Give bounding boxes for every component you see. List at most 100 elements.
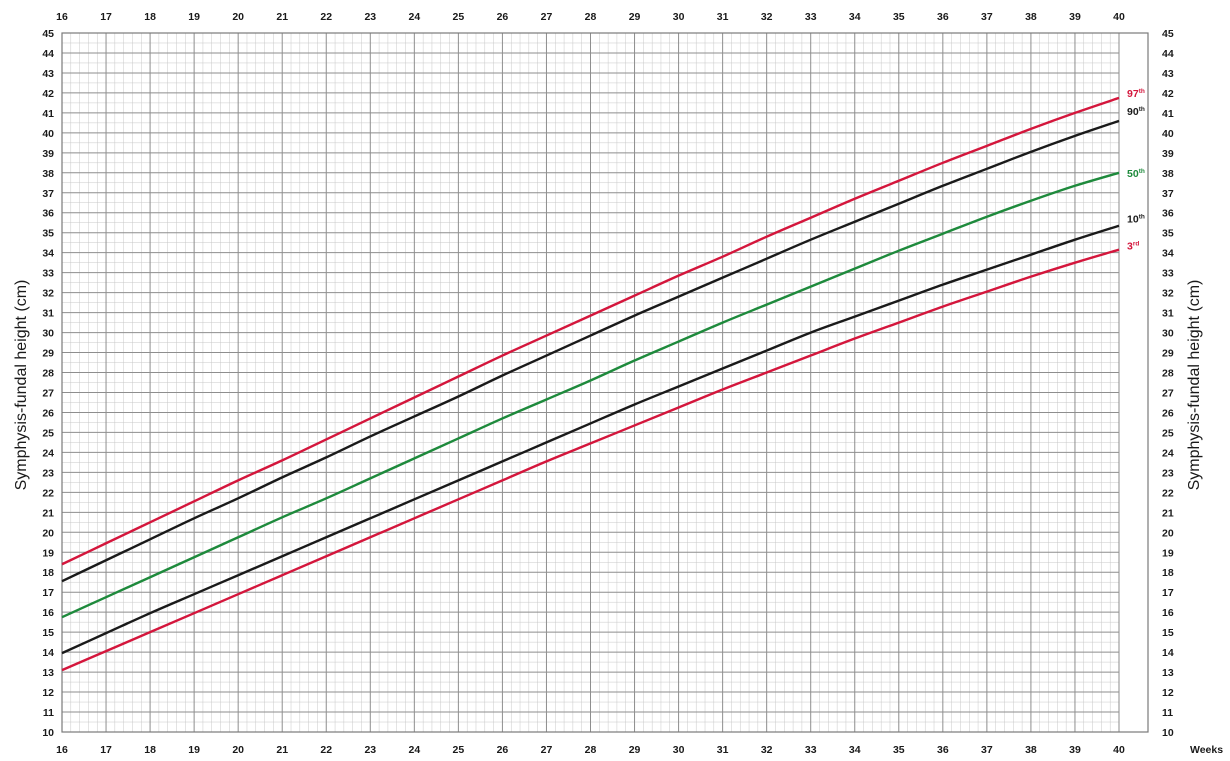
- x-tick-label-bottom: 40: [1113, 744, 1125, 756]
- major-grid: [61, 32, 1120, 733]
- y-tick-label-left: 25: [42, 427, 54, 439]
- curve-97th: [61, 96, 1120, 566]
- x-tick-label-top: 23: [364, 11, 376, 23]
- y-tick-label-right: 40: [1162, 128, 1174, 140]
- y-tick-label-left: 37: [42, 188, 54, 200]
- x-tick-label-bottom: 28: [585, 744, 597, 756]
- y-tick-label-left: 12: [42, 687, 54, 699]
- y-tick-label-left: 16: [42, 607, 54, 619]
- y-tick-label-right: 21: [1162, 507, 1174, 519]
- x-tick-label-bottom: 23: [364, 744, 376, 756]
- y-tick-label-left: 39: [42, 148, 54, 160]
- plot-frame: [61, 32, 1149, 733]
- x-tick-label-top: 39: [1069, 11, 1081, 23]
- y-tick-label-left: 17: [42, 587, 54, 599]
- x-tick-label-top: 22: [320, 11, 332, 23]
- curve-label-90th: 90th: [1127, 106, 1145, 118]
- x-tick-label-top: 40: [1113, 11, 1125, 23]
- y-tick-label-left: 28: [42, 368, 54, 380]
- x-tick-label-top: 18: [144, 11, 156, 23]
- y-tick-label-right: 23: [1162, 467, 1174, 479]
- curve-50th: [61, 171, 1120, 619]
- y-tick-label-left: 14: [42, 647, 54, 659]
- curve-label-3rd: 3rd: [1127, 241, 1139, 253]
- x-tick-label-top: 32: [761, 11, 773, 23]
- y-tick-label-right: 38: [1162, 168, 1174, 180]
- x-tick-label-top: 25: [453, 11, 465, 23]
- x-tick-label-bottom: 17: [100, 744, 112, 756]
- curve-label-97th: 97th: [1127, 88, 1145, 100]
- y-tick-label-left: 15: [42, 627, 54, 639]
- x-tick-label-bottom: 16: [56, 744, 68, 756]
- y-tick-label-left: 41: [42, 108, 54, 120]
- curve-90th: [61, 119, 1120, 583]
- x-tick-label-bottom: 25: [453, 744, 465, 756]
- y-tick-label-left: 36: [42, 208, 54, 220]
- x-tick-label-bottom: 38: [1025, 744, 1037, 756]
- y-tick-label-left: 21: [42, 507, 54, 519]
- y-tick-labels-right: 10 11 12 13 14 15 16 17 18 19 20 21 22 23 24 25 26 27 28 29…: [1162, 28, 1174, 739]
- y-tick-label-right: 34: [1162, 248, 1174, 260]
- y-tick-label-right: 28: [1162, 368, 1174, 380]
- x-tick-labels-bottom: 16 17 18 19 20 21 22 23 24 25 26 27 28 29 30 31 32 33 34 35…: [56, 744, 1125, 756]
- y-tick-label-left: 43: [42, 68, 54, 80]
- y-tick-label-right: 44: [1162, 48, 1174, 60]
- y-tick-label-right: 26: [1162, 407, 1174, 419]
- curve-label-50th: 50th: [1127, 168, 1145, 180]
- x-tick-label-bottom: 34: [849, 744, 861, 756]
- x-tick-label-top: 31: [717, 11, 729, 23]
- x-tick-label-top: 19: [188, 11, 200, 23]
- x-tick-label-bottom: 39: [1069, 744, 1081, 756]
- x-tick-label-top: 34: [849, 11, 861, 23]
- x-tick-label-bottom: 27: [541, 744, 553, 756]
- y-tick-label-right: 41: [1162, 108, 1174, 120]
- y-tick-label-right: 19: [1162, 547, 1174, 559]
- y-tick-label-left: 35: [42, 228, 54, 240]
- y-tick-label-left: 40: [42, 128, 54, 140]
- y-tick-label-right: 45: [1162, 28, 1174, 40]
- x-tick-labels-top: 16 17 18 19 20 21 22 23 24 25 26 27 28 29 30 31 32 33 34 35…: [56, 11, 1125, 23]
- x-tick-label-bottom: 24: [408, 744, 420, 756]
- y-tick-label-right: 10: [1162, 727, 1174, 739]
- y-tick-label-left: 13: [42, 667, 54, 679]
- x-tick-label-bottom: 35: [893, 744, 905, 756]
- y-tick-label-right: 27: [1162, 387, 1174, 399]
- y-tick-label-left: 26: [42, 407, 54, 419]
- y-tick-label-left: 30: [42, 328, 54, 340]
- x-tick-label-bottom: 32: [761, 744, 773, 756]
- y-tick-label-right: 35: [1162, 228, 1174, 240]
- y-tick-label-right: 30: [1162, 328, 1174, 340]
- y-tick-label-left: 34: [42, 248, 54, 260]
- y-tick-label-left: 45: [42, 28, 54, 40]
- y-tick-label-right: 29: [1162, 348, 1174, 360]
- y-tick-label-right: 39: [1162, 148, 1174, 160]
- y-tick-label-right: 18: [1162, 567, 1174, 579]
- x-tick-label-top: 30: [673, 11, 685, 23]
- y-tick-label-left: 38: [42, 168, 54, 180]
- x-tick-label-bottom: 19: [188, 744, 200, 756]
- y-tick-label-left: 31: [42, 308, 54, 320]
- y-tick-label-right: 16: [1162, 607, 1174, 619]
- x-tick-label-top: 20: [232, 11, 244, 23]
- y-tick-label-left: 23: [42, 467, 54, 479]
- x-tick-label-bottom: 37: [981, 744, 993, 756]
- y-tick-label-right: 32: [1162, 288, 1174, 300]
- y-tick-label-left: 42: [42, 88, 54, 100]
- x-tick-label-top: 17: [100, 11, 112, 23]
- x-tick-label-top: 28: [585, 11, 597, 23]
- x-tick-label-top: 35: [893, 11, 905, 23]
- percentile-curves: [61, 96, 1120, 672]
- y-tick-label-left: 33: [42, 268, 54, 280]
- x-tick-label-top: 33: [805, 11, 817, 23]
- x-tick-label-top: 38: [1025, 11, 1037, 23]
- curve-3rd: [61, 248, 1120, 672]
- x-tick-label-bottom: 18: [144, 744, 156, 756]
- y-tick-label-right: 14: [1162, 647, 1174, 659]
- x-tick-label-bottom: 29: [629, 744, 641, 756]
- y-tick-label-right: 43: [1162, 68, 1174, 80]
- y-tick-label-right: 22: [1162, 487, 1174, 499]
- x-tick-label-bottom: 36: [937, 744, 949, 756]
- y-tick-label-left: 20: [42, 527, 54, 539]
- x-tick-label-top: 16: [56, 11, 68, 23]
